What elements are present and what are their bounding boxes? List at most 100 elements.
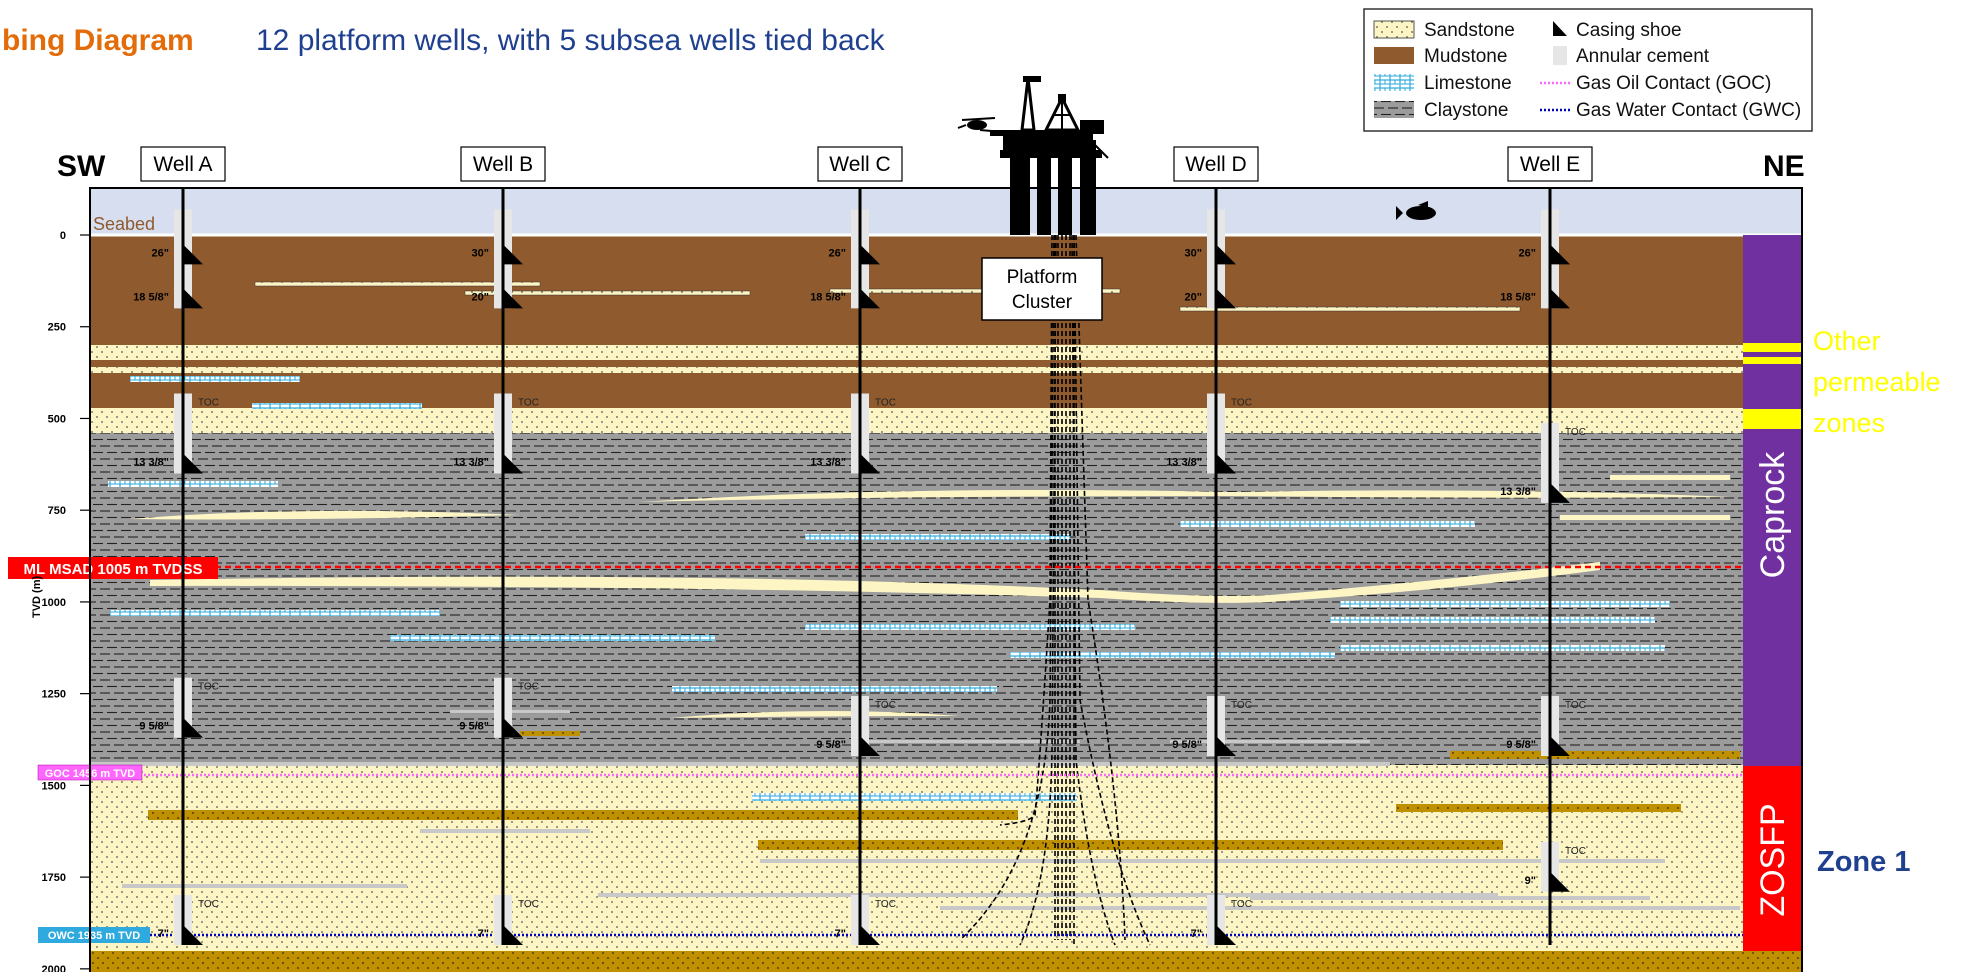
casing-shoe-icon — [1550, 736, 1570, 757]
platform-cluster-label-2: Cluster — [1012, 292, 1073, 313]
casing-shoe-icon — [860, 453, 880, 474]
diagram-title-prefix: bing Diagram — [2, 24, 194, 57]
legend-cement-label: Annular cement — [1576, 46, 1710, 67]
legend-casing-shoe-icon — [1553, 21, 1567, 36]
annular-cement — [184, 677, 192, 738]
annular-cement — [861, 393, 869, 474]
annular-cement — [851, 248, 859, 309]
casing-size-label: 20" — [472, 291, 489, 303]
casing-size-label: 26" — [152, 247, 169, 259]
casing-shoe-icon — [860, 244, 880, 265]
platform-cluster-label-1: Platform — [1007, 267, 1078, 288]
zone-bar-other-2 — [1743, 357, 1802, 364]
casing-size-label: 13 3/8" — [133, 457, 169, 469]
casing-size-label: 7" — [1191, 928, 1202, 940]
legend-gwc-label: Gas Water Contact (GWC) — [1576, 100, 1801, 121]
legend-mudstone-swatch — [1374, 47, 1414, 64]
cross-section — [90, 188, 1802, 972]
annular-cement — [1207, 895, 1215, 945]
annular-cement — [494, 677, 502, 738]
casing-shoe-icon — [1550, 482, 1570, 503]
annular-cement — [1551, 422, 1559, 503]
toc-label: TOC — [518, 398, 539, 409]
casing-shoe-icon — [1550, 288, 1570, 309]
well-name-box — [817, 146, 903, 182]
annular-cement — [1541, 841, 1549, 892]
annular-cement — [494, 895, 502, 945]
annular-cement — [1551, 248, 1559, 309]
casing-shoe-icon — [1216, 453, 1236, 474]
annular-cement — [1541, 422, 1549, 503]
annular-cement — [504, 248, 512, 309]
well-name-label: Well D — [1185, 153, 1246, 176]
axis-tick-label: 1500 — [42, 780, 66, 792]
zone-1-label: Zone 1 — [1817, 846, 1910, 878]
casing-size-label: 18 5/8" — [133, 291, 169, 303]
annular-cement — [174, 209, 182, 265]
annular-cement — [184, 393, 192, 474]
annular-cement — [851, 209, 859, 265]
annular-cement — [1551, 696, 1559, 757]
casing-size-label: 13 3/8" — [453, 457, 489, 469]
msad-label-box — [8, 557, 218, 579]
casing-shoe-icon — [183, 717, 203, 738]
zone-bar-caprock — [1743, 235, 1802, 766]
axis-tick-label: 1000 — [42, 597, 66, 609]
well-name-label: Well B — [473, 153, 533, 176]
legend-claystone-swatch — [1374, 101, 1414, 118]
annular-cement — [1217, 393, 1225, 474]
annular-cement — [504, 895, 512, 945]
axis-tick-label: 2000 — [42, 964, 66, 972]
annular-cement — [1217, 696, 1225, 757]
casing-size-label: 13 3/8" — [1166, 457, 1202, 469]
annular-cement — [861, 248, 869, 309]
well-name-box — [1173, 146, 1259, 182]
well-name-label: Well A — [153, 153, 212, 176]
fish-icon — [1396, 201, 1436, 220]
annular-cement — [174, 248, 182, 309]
axis-tick-label: 250 — [48, 322, 66, 334]
toc-label: TOC — [518, 899, 539, 910]
well-name-box — [140, 146, 226, 182]
toc-label: TOC — [198, 899, 219, 910]
casing-shoe-icon — [860, 925, 880, 945]
casing-size-label: 13 3/8" — [1500, 486, 1536, 498]
zone-bar-zosfp — [1743, 766, 1802, 951]
well-d: TOC TOC TOC 30" 20" 13 3/8" 9 5/8" 7" — [1166, 188, 1252, 945]
axis-tick-label: 750 — [48, 505, 66, 517]
casing-size-label: 7" — [158, 928, 169, 940]
toc-label: TOC — [198, 398, 219, 409]
toc-label: TOC — [1565, 700, 1586, 711]
toc-label: TOC — [1565, 846, 1586, 857]
legend: Sandstone Mudstone Limestone Claystone C… — [1363, 8, 1813, 132]
annular-cement — [494, 209, 502, 265]
toc-label: TOC — [1231, 899, 1252, 910]
axis-tick-label: 500 — [48, 413, 66, 425]
zone-other-line-1: Other — [1813, 326, 1881, 356]
well-name-box — [1507, 146, 1593, 182]
annular-cement — [1217, 248, 1225, 309]
annular-cement — [861, 696, 869, 757]
casing-shoe-icon — [183, 288, 203, 309]
axis-tick-label: 0 — [60, 230, 66, 242]
legend-claystone-label: Claystone — [1424, 100, 1509, 121]
well-labels: Well A Well B Well C Well D Well E — [140, 146, 1593, 182]
toc-label: TOC — [875, 899, 896, 910]
annular-cement — [184, 248, 192, 309]
msad-label: ML MSAD 1005 m TVDSS — [24, 561, 203, 578]
casing-size-label: 30" — [472, 247, 489, 259]
axis-label: TVD (m) — [31, 576, 43, 619]
zone-bar-other-3 — [1743, 409, 1802, 429]
legend-goc-label: Gas Oil Contact (GOC) — [1576, 73, 1771, 94]
casing-shoe-icon — [860, 288, 880, 309]
toc-label: TOC — [875, 398, 896, 409]
zone-caprock-label: Caprock — [1754, 451, 1792, 579]
annular-cement — [851, 696, 859, 757]
casing-shoe-icon — [1216, 925, 1236, 945]
annular-cement — [851, 895, 859, 945]
casing-size-label: 13 3/8" — [810, 457, 846, 469]
legend-mudstone-label: Mudstone — [1424, 46, 1507, 67]
casing-size-label: 9" — [1525, 875, 1536, 887]
annular-cement — [174, 895, 182, 945]
